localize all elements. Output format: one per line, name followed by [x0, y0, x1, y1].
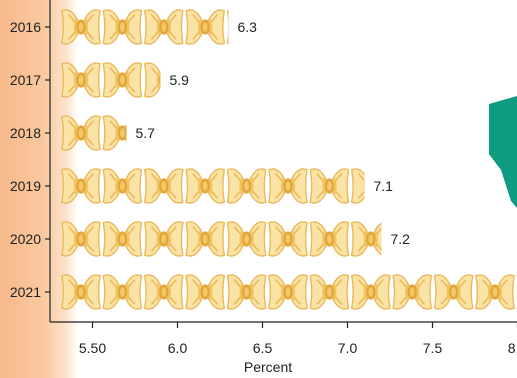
data-label-2020: 7.2 [391, 231, 411, 247]
bar-2021 [61, 274, 517, 310]
bar-2018 [61, 115, 127, 151]
data-label-2016: 6.3 [238, 19, 258, 35]
data-label-2018: 5.7 [136, 125, 156, 141]
x-tick-label-4: 7.5 [423, 340, 443, 356]
y-tick-label-2020: 2020 [10, 231, 41, 247]
bar-2016 [61, 9, 229, 45]
y-tick-label-2019: 2019 [10, 178, 41, 194]
x-tick-label-1: 6.0 [168, 340, 188, 356]
y-tick-label-2018: 2018 [10, 125, 41, 141]
y-tick-label-2021: 2021 [10, 284, 41, 300]
bar-2017 [61, 62, 161, 98]
x-tick-label-2: 6.5 [253, 340, 273, 356]
teal-decorative-shape [489, 96, 517, 208]
y-tick-label-2017: 2017 [10, 72, 41, 88]
x-tick-label-0: 5.50 [79, 340, 106, 356]
x-tick-label-3: 7.0 [338, 340, 358, 356]
bar-2020 [61, 221, 382, 257]
y-tick-label-2016: 2016 [10, 19, 41, 35]
data-label-2019: 7.1 [374, 178, 394, 194]
x-axis-title: Percent [244, 359, 292, 375]
data-label-2017: 5.9 [170, 72, 190, 88]
x-tick-label-5: 8.0 [508, 340, 517, 356]
